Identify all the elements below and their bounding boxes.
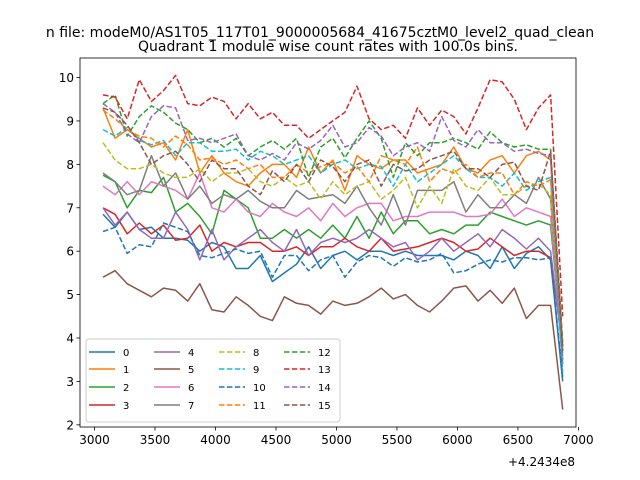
y-tick-label: 10 [59, 71, 74, 85]
legend-label-7: 7 [188, 401, 194, 412]
series-line-6 [102, 172, 564, 360]
chart-title: Quadrant 1 module wise count rates with … [138, 39, 518, 55]
legend-frame [85, 338, 341, 423]
x-tick-label: 4500 [261, 433, 292, 447]
figure-suptitle: n file: modeM0/AS1T05_117T01_9000005684_… [46, 25, 594, 41]
y-tick-label: 5 [66, 288, 74, 302]
legend-label-0: 0 [123, 348, 129, 359]
x-tick-label: 6000 [442, 433, 473, 447]
series-line-9 [102, 126, 564, 373]
series-line-2 [102, 174, 564, 352]
legend-label-15: 15 [318, 401, 331, 412]
series-line-7 [102, 154, 564, 365]
legend-label-13: 13 [318, 365, 331, 376]
plot-lines [102, 74, 564, 410]
series-line-15 [102, 107, 564, 352]
legend-label-1: 1 [123, 365, 129, 376]
series-line-10 [102, 222, 564, 378]
x-tick-label: 7000 [563, 433, 594, 447]
legend-label-5: 5 [188, 365, 194, 376]
series-line-13 [102, 74, 564, 317]
y-tick-label: 2 [66, 418, 74, 432]
x-tick-label: 4000 [200, 433, 231, 447]
y-tick-label: 9 [66, 114, 74, 128]
y-tick-label: 3 [66, 375, 74, 389]
x-tick-label: 3000 [79, 433, 110, 447]
legend-label-8: 8 [253, 348, 259, 359]
series-line-1 [102, 107, 564, 347]
x-tick-label: 6500 [503, 433, 534, 447]
legend-label-14: 14 [318, 383, 331, 394]
series-line-11 [102, 109, 564, 356]
legend-label-11: 11 [253, 401, 266, 412]
series-line-14 [102, 102, 564, 360]
series-line-8 [102, 142, 564, 360]
y-tick-label: 6 [66, 245, 74, 259]
x-axis: 3000 3500 4000 4500 5000 5500 6000 6500 7000 [79, 427, 594, 447]
legend-label-9: 9 [253, 365, 259, 376]
series-line-5 [102, 269, 564, 410]
series-line-12 [102, 94, 564, 343]
y-tick-label: 7 [66, 201, 74, 215]
y-tick-label: 8 [66, 158, 74, 172]
x-tick-label: 5000 [321, 433, 352, 447]
x-offset-label: +4.2434e8 [508, 455, 575, 469]
x-tick-label: 5500 [382, 433, 413, 447]
legend-label-10: 10 [253, 383, 266, 394]
y-axis: 2 3 4 5 6 7 8 9 10 [59, 71, 80, 432]
x-tick-label: 3500 [140, 433, 171, 447]
plot-frame [79, 57, 577, 428]
legend-label-12: 12 [318, 348, 331, 359]
legend-label-2: 2 [123, 383, 129, 394]
series-line-4 [102, 207, 564, 352]
legend-label-3: 3 [123, 401, 129, 412]
y-tick-label: 4 [66, 332, 74, 346]
legend-label-4: 4 [188, 348, 194, 359]
legend-label-6: 6 [188, 383, 194, 394]
